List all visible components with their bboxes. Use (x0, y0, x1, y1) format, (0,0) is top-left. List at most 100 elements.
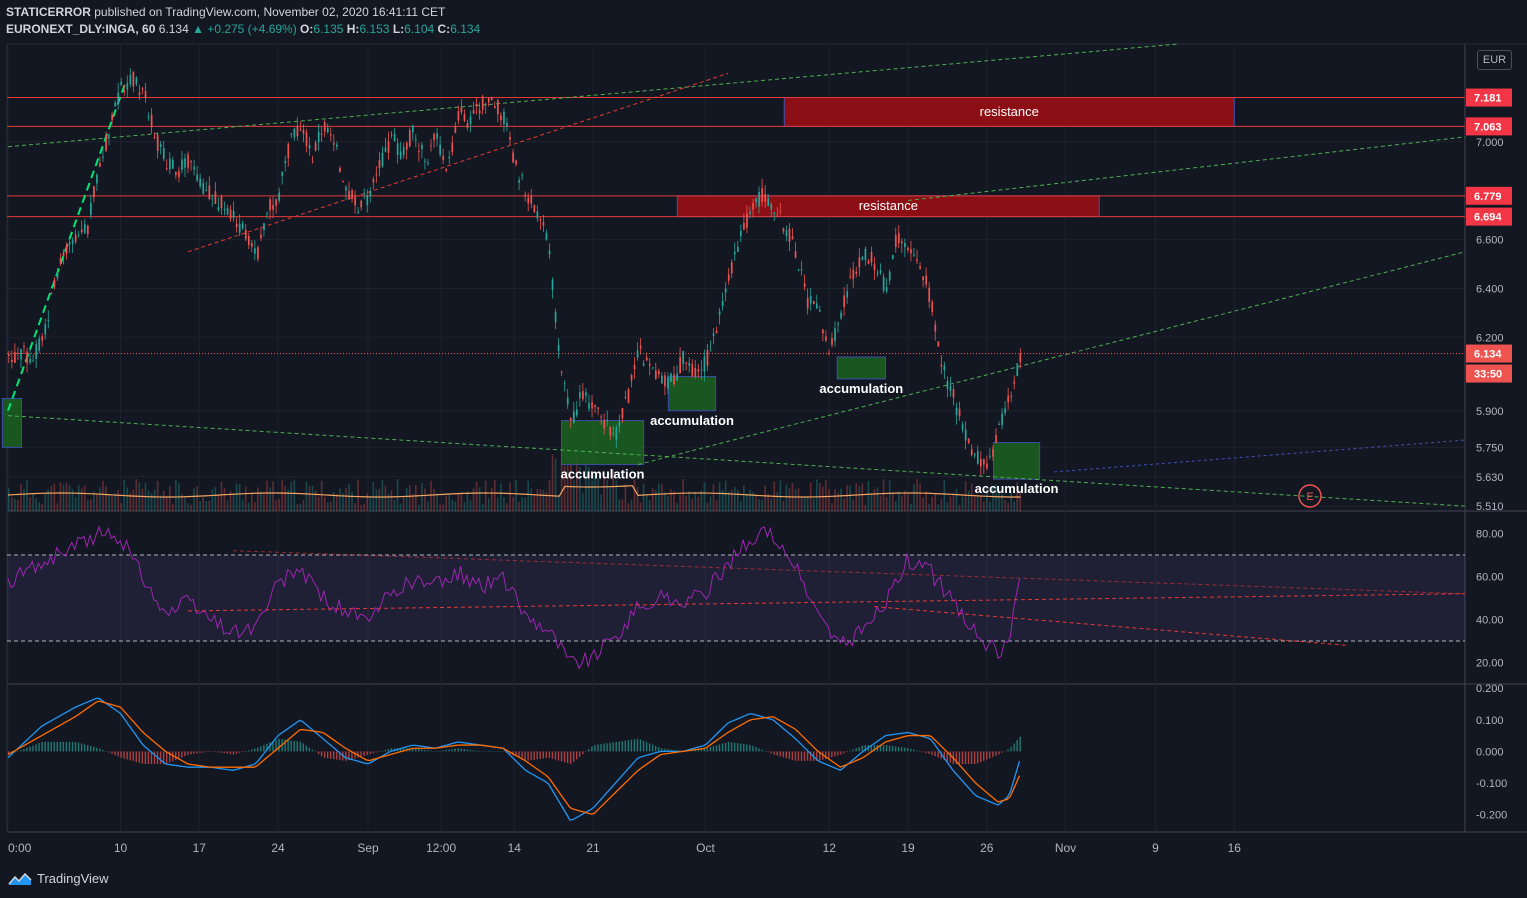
candle-body (682, 351, 685, 364)
volume-bar (8, 488, 10, 511)
candle-body (333, 143, 335, 145)
candle-body (105, 135, 107, 151)
volume-bar (357, 479, 359, 511)
volume-bar (955, 488, 958, 511)
candle-body (123, 90, 126, 93)
macd-histogram-bar (901, 747, 903, 752)
rsi-trendline[interactable] (874, 606, 1347, 646)
macd-histogram-bar (955, 751, 958, 765)
accumulation-zone[interactable] (667, 376, 717, 412)
candle-body (888, 271, 891, 281)
currency-button[interactable]: EUR (1477, 50, 1512, 70)
macd-histogram-bar (278, 738, 280, 752)
candle-body (554, 311, 557, 323)
candle-body (825, 336, 827, 341)
accumulation-zone[interactable] (993, 442, 1041, 480)
volume-bar (251, 492, 253, 511)
candle-body (943, 365, 946, 371)
candle-body (566, 397, 569, 405)
volume-bar (676, 503, 678, 511)
volume-bar (721, 489, 724, 511)
macd-histogram-bar (667, 749, 669, 752)
volume-bar (825, 479, 827, 511)
time-axis-tick: 12:00 (426, 841, 456, 855)
volume-bar (545, 491, 548, 511)
rising-support-trendline[interactable] (637, 251, 1465, 466)
volume-bar (536, 488, 539, 511)
candle-body (135, 77, 138, 84)
blue-trendline[interactable] (1054, 439, 1465, 473)
resistance-zone[interactable] (783, 97, 1235, 127)
accumulation-zone[interactable] (561, 420, 645, 466)
volume-bar (615, 480, 618, 511)
candle-body (162, 147, 165, 160)
macd-histogram-bar (35, 744, 37, 752)
macd-histogram-bar (803, 751, 806, 761)
macd-histogram-bar (402, 748, 405, 752)
rsi-trendline[interactable] (232, 550, 1465, 595)
macd-histogram-bar (761, 749, 763, 752)
volume-bar (682, 479, 684, 511)
accumulation-zone[interactable] (1, 398, 22, 448)
candle-body (26, 351, 28, 364)
candle-body (74, 234, 77, 242)
volume-bar (503, 497, 505, 511)
candle-body (521, 175, 524, 177)
rsi-trendline[interactable] (187, 593, 1465, 612)
volume-bar (311, 485, 314, 511)
macd-histogram-bar (251, 749, 253, 752)
earnings-event-icon[interactable] (1298, 484, 1322, 508)
signal-line (7, 700, 1021, 815)
candle-body (852, 269, 855, 280)
volume-bar (469, 499, 472, 511)
price-axis-badge (1466, 117, 1512, 136)
candle-body (329, 134, 332, 136)
red-uptrend-line[interactable] (187, 72, 729, 253)
candle-body (80, 229, 83, 233)
candle-body (733, 251, 736, 255)
macd-histogram-bar (463, 749, 466, 752)
price-axis-badge-label: 7.181 (1474, 93, 1502, 105)
accumulation-label: accumulation (975, 481, 1059, 496)
falling-support-trendline[interactable] (7, 415, 1465, 507)
steep-uptrend-line[interactable] (7, 80, 128, 412)
macd-histogram-bar (560, 751, 563, 762)
macd-histogram-bar (296, 741, 298, 752)
macd-histogram-bar (150, 751, 153, 765)
volume-bar (14, 499, 16, 511)
candle-body (181, 159, 183, 170)
candle-body (533, 204, 536, 212)
candle-body (357, 211, 360, 214)
brand-label: TradingView (37, 871, 109, 886)
symbol-label[interactable]: EURONEXT_DLY:INGA, 60 (6, 22, 156, 36)
macd-histogram-bar (910, 748, 912, 752)
macd-histogram-bar (105, 751, 107, 752)
candle-body (1016, 363, 1019, 376)
macd-histogram-bar (800, 751, 803, 761)
footer-brand[interactable]: TradingView (8, 871, 109, 886)
macd-histogram-bar (621, 741, 623, 752)
macd-histogram-bar (299, 741, 301, 752)
macd-histogram-bar (976, 751, 979, 764)
candle-body (542, 222, 545, 226)
volume-bar (894, 501, 897, 511)
volume-bar (1004, 500, 1006, 511)
accumulation-zone[interactable] (836, 356, 886, 380)
channel-trendline[interactable] (907, 136, 1465, 201)
macd-histogram-bar (232, 751, 235, 755)
volume-bar (281, 479, 283, 511)
volume-bar (916, 479, 918, 511)
macd-histogram-bar (746, 744, 748, 752)
candle-body (442, 155, 445, 160)
macd-histogram-bar (658, 747, 660, 752)
macd-histogram-bar (372, 751, 374, 754)
volume-bar (876, 487, 879, 511)
author-name[interactable]: STATICERROR (6, 5, 91, 19)
volume-bar (181, 494, 183, 511)
volume-bar (196, 486, 198, 511)
volume-bar (317, 496, 320, 511)
volume-bar (153, 489, 156, 511)
volume-bar (129, 492, 132, 511)
macd-histogram-bar (606, 743, 608, 752)
